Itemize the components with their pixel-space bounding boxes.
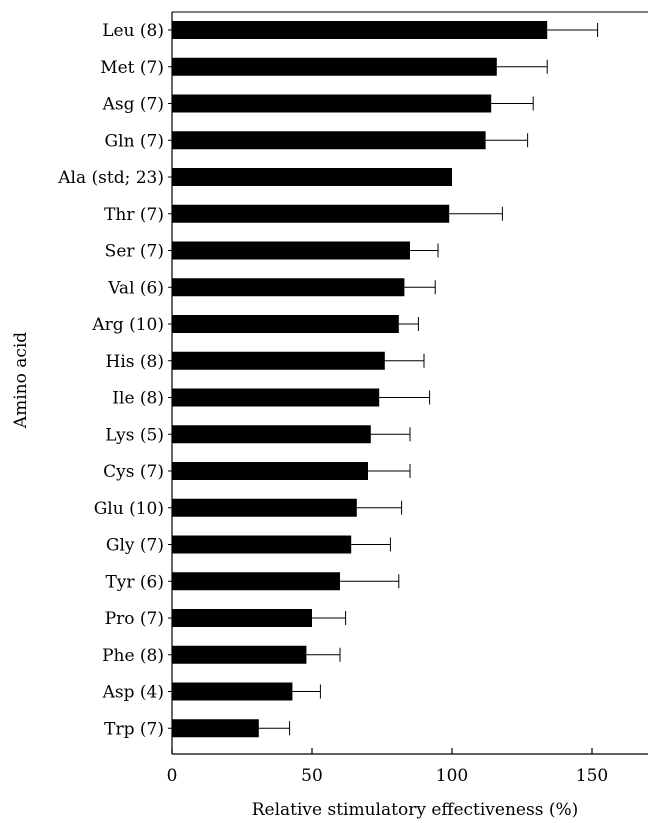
category-label: Ile (8) — [112, 389, 164, 409]
error-bar — [351, 537, 391, 552]
bar — [172, 351, 385, 370]
bar — [172, 425, 371, 444]
bars-layer — [172, 21, 548, 738]
error-bar — [449, 206, 503, 221]
error-bar — [379, 390, 431, 405]
x-ticks-layer: 0 50 100 150 — [167, 748, 608, 786]
error-bar — [306, 647, 341, 662]
bar — [172, 241, 410, 260]
x-tick-label: 150 — [576, 766, 608, 786]
error-bar — [496, 59, 548, 74]
bar — [172, 204, 450, 223]
error-bar — [292, 684, 321, 699]
x-axis-title: Relative stimulatory effectiveness (%) — [252, 800, 579, 820]
error-bar — [485, 133, 529, 148]
category-label: Ser (7) — [105, 242, 164, 262]
bar — [172, 315, 399, 333]
error-bar — [384, 353, 425, 368]
category-label: Val (6) — [107, 278, 164, 298]
category-labels-layer: Leu (8) Met (7) Asg (7) Gln (7) Ala (std; 23… — [57, 21, 172, 739]
error-bar — [370, 427, 411, 442]
x-tick-label: 100 — [436, 766, 468, 786]
bar — [172, 462, 368, 480]
category-label: Thr (7) — [104, 205, 164, 225]
bar — [172, 572, 340, 591]
error-bar — [340, 574, 400, 589]
error-bar — [404, 280, 436, 295]
error-bar — [356, 500, 403, 515]
x-tick-label: 0 — [167, 766, 178, 786]
error-bar — [398, 317, 419, 331]
error-bars-layer — [258, 23, 599, 736]
x-tick-label: 50 — [301, 766, 323, 786]
bar — [172, 21, 548, 39]
category-label: Met (7) — [100, 58, 164, 78]
bar — [172, 682, 293, 701]
bar — [172, 719, 259, 738]
category-label: Phe (8) — [102, 646, 164, 666]
bar — [172, 609, 312, 627]
category-label: Glu (10) — [94, 499, 164, 519]
category-label: Cys (7) — [103, 462, 164, 482]
bar — [172, 168, 452, 186]
bar — [172, 57, 497, 76]
category-label: Arg (10) — [91, 315, 164, 335]
axes-layer — [171, 11, 648, 755]
category-label: Pro (7) — [105, 609, 164, 629]
error-bar — [410, 243, 439, 258]
category-label: Lys (5) — [105, 425, 164, 445]
bar — [172, 498, 357, 517]
category-label: Asg (7) — [102, 95, 164, 115]
bar — [172, 131, 486, 150]
category-label: Leu (8) — [102, 21, 164, 41]
category-label: Gly (7) — [106, 536, 164, 556]
category-label: Ala (std; 23) — [57, 168, 164, 188]
bar — [172, 94, 492, 113]
y-axis-title: Amino acid — [11, 332, 31, 430]
error-bar — [258, 721, 291, 736]
bar — [172, 645, 307, 664]
error-bar — [491, 96, 534, 111]
category-label: Trp (7) — [104, 719, 164, 739]
category-label: Gln (7) — [105, 131, 164, 151]
bar — [172, 278, 405, 297]
bar — [172, 388, 380, 407]
category-label: His (8) — [106, 352, 164, 372]
category-label: Asp (4) — [102, 683, 164, 703]
category-label: Tyr (6) — [105, 572, 164, 592]
error-bar — [547, 23, 599, 37]
bar — [172, 535, 352, 554]
error-bar — [312, 611, 347, 625]
error-bar — [368, 464, 411, 478]
